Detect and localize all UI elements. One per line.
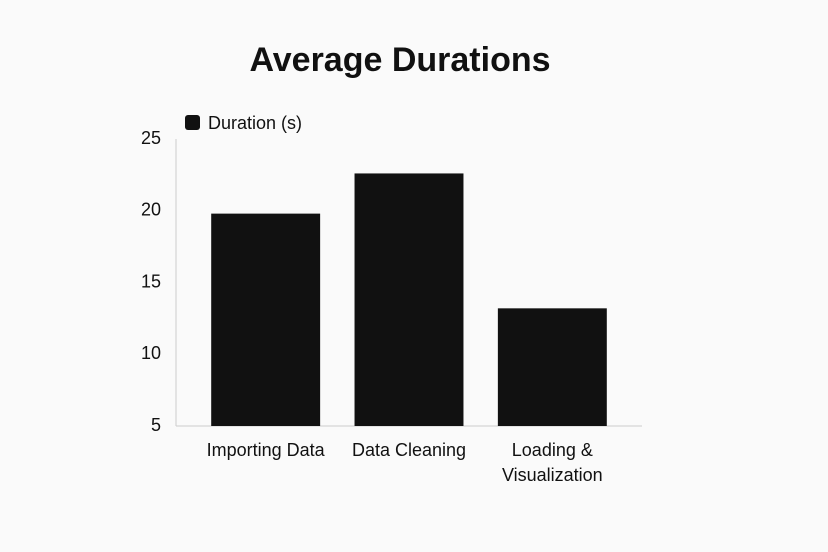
y-tick-label: 5: [151, 415, 161, 435]
y-tick-label: 20: [141, 200, 161, 220]
x-tick-label: Loading & Visualization: [501, 440, 603, 485]
legend-label: Duration (s): [208, 113, 302, 133]
bar: [497, 308, 607, 426]
x-tick-label: Importing Data: [206, 440, 325, 460]
y-tick-label: 10: [141, 343, 161, 363]
chart-title: Average Durations: [249, 41, 550, 79]
bar: [354, 173, 464, 426]
legend-swatch: [185, 115, 200, 130]
bar: [211, 213, 321, 426]
y-tick-label: 25: [141, 128, 161, 148]
x-tick-label: Data Cleaning: [351, 440, 467, 460]
y-tick-label: 15: [141, 271, 161, 291]
